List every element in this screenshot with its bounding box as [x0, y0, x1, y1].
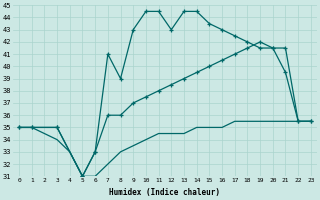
X-axis label: Humidex (Indice chaleur): Humidex (Indice chaleur)	[109, 188, 220, 197]
